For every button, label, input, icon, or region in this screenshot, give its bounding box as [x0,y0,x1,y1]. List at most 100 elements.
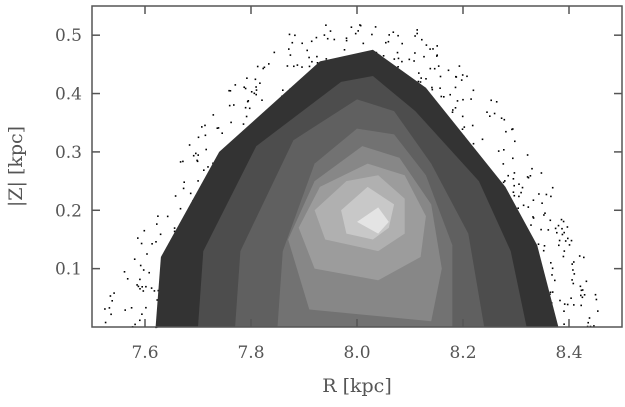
scatter-point [561,227,563,230]
scatter-point [388,34,390,36]
scatter-point [563,231,565,234]
scatter-point [157,215,159,217]
scatter-point [543,245,546,247]
scatter-point [573,304,575,306]
scatter-point [425,78,427,80]
scatter-point [288,33,291,36]
scatter-point [159,233,162,236]
scatter-point [531,167,533,170]
scatter-point [511,128,513,131]
x-tick-label: 8.2 [449,343,476,363]
scatter-point [563,250,566,252]
scatter-point [588,317,591,319]
scatter-point [418,72,420,74]
scatter-point [512,178,515,180]
scatter-point [549,291,552,294]
scatter-point [296,64,299,66]
scatter-point [439,87,441,89]
scatter-point [108,307,111,309]
scatter-point [357,30,359,32]
scatter-point [111,300,113,302]
scatter-point [579,285,582,288]
scatter-point [315,36,318,39]
scatter-point [421,38,423,41]
scatter-point [350,26,353,28]
scatter-point [416,29,418,31]
scatter-point [371,33,373,36]
scatter-point [512,128,514,130]
scatter-point [564,240,567,242]
scatter-point [520,191,522,194]
scatter-point [396,51,399,54]
scatter-point [472,89,475,92]
scatter-point [217,127,220,129]
scatter-point [566,303,569,306]
scatter-point [156,223,158,225]
scatter-point [188,144,191,146]
scatter-point [201,126,203,128]
scatter-point [527,176,530,179]
scatter-point [567,237,569,240]
scatter-point [255,93,257,96]
scatter-point [148,271,150,274]
scatter-point [454,107,457,109]
scatter-point [345,37,348,39]
scatter-point [449,93,451,96]
scatter-point [537,243,540,245]
scatter-point [507,174,509,177]
scatter-point [463,126,466,128]
scatter-point [505,130,507,133]
scatter-point [413,60,415,62]
scatter-point [517,207,519,209]
scatter-point [196,159,198,162]
scatter-point [392,31,395,33]
scatter-point [207,166,209,168]
contour-level-9 [357,207,389,234]
scatter-point [228,104,231,107]
scatter-point [141,313,143,315]
scatter-point [374,26,377,28]
scatter-point [139,288,141,290]
scatter-point [556,231,558,234]
scatter-point [447,69,450,72]
scatter-point [486,111,488,113]
scatter-point [228,89,230,92]
scatter-point [489,115,491,117]
scatter-point [155,241,157,243]
x-axis-label: R [kpc] [322,375,392,397]
scatter-point [458,65,461,67]
scatter-point [543,214,545,216]
scatter-point [518,183,520,185]
scatter-point [401,42,403,45]
scatter-point [433,67,436,70]
scatter-point [513,194,516,197]
scatter-point [145,306,147,309]
scatter-point [431,86,433,89]
scatter-point [573,261,575,263]
y-tick-label: 0.3 [55,143,82,163]
scatter-point [493,112,496,115]
scatter-point [538,193,540,195]
y-tick-label: 0.1 [55,260,82,280]
scatter-point [408,58,411,61]
scatter-point [518,195,520,198]
scatter-point [109,295,112,297]
scatter-point [393,58,396,60]
scatter-point [466,75,468,78]
scatter-point [495,101,498,103]
scatter-point [513,172,516,174]
scatter-point [563,323,565,325]
scatter-point [547,229,550,231]
scatter-point [130,307,133,309]
scatter-point [301,66,303,68]
scatter-point [471,124,474,127]
scatter-point [573,273,576,275]
scatter-point [416,32,418,35]
scatter-point [192,154,195,157]
scatter-point [329,30,332,32]
scatter-point [262,67,264,70]
scatter-point [268,63,270,65]
scatter-point [183,181,185,183]
scatter-point [481,138,484,141]
